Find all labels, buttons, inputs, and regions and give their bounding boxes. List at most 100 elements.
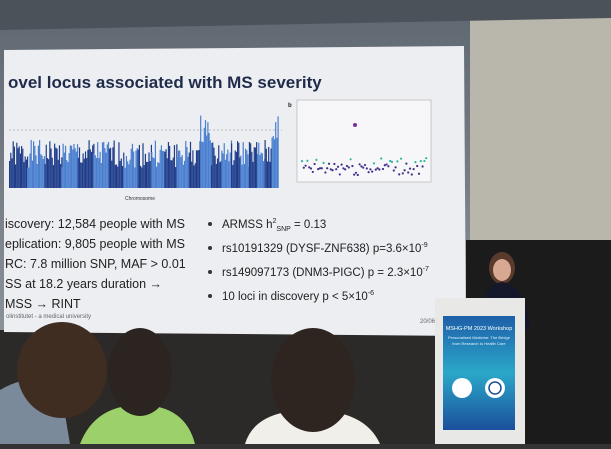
snp-column	[218, 145, 220, 188]
snp-column	[159, 149, 161, 188]
snp-column	[94, 155, 96, 188]
snp-column	[35, 155, 37, 188]
snp-point	[315, 158, 318, 161]
snp-column	[50, 148, 52, 188]
regional-plot	[296, 99, 432, 183]
snp-column	[30, 140, 32, 188]
snp-column	[276, 137, 278, 188]
snp-column	[69, 145, 71, 188]
snp-point	[349, 158, 352, 161]
snp-point	[385, 163, 388, 166]
snp-column	[197, 150, 199, 188]
snp-column	[146, 161, 148, 188]
snp-column	[214, 155, 216, 188]
snp-point	[309, 167, 313, 170]
snp-column	[158, 162, 160, 188]
snp-column	[194, 163, 196, 188]
snp-point	[417, 172, 421, 175]
snp-point	[318, 167, 322, 170]
snp-point	[354, 171, 358, 174]
snp-point	[306, 159, 309, 162]
snp-column	[111, 160, 113, 188]
bullet-text: MSS → RINT	[5, 297, 81, 311]
snp-point	[371, 170, 374, 173]
snp-column	[127, 161, 129, 188]
snp-column	[29, 153, 31, 188]
snp-point	[300, 160, 304, 163]
snp-point	[320, 167, 323, 170]
snp-column	[57, 159, 59, 188]
snp-column	[113, 140, 115, 188]
snp-column	[44, 163, 46, 188]
snp-column	[162, 150, 164, 188]
snp-column	[88, 140, 90, 188]
left-bullets: iscovery: 12,584 people with MS eplicatio…	[5, 217, 186, 311]
snp-point	[311, 170, 314, 174]
snp-column	[242, 142, 244, 188]
superscript: -6	[368, 290, 374, 297]
snp-column	[98, 158, 100, 188]
snp-point	[345, 164, 349, 168]
snp-column	[202, 142, 204, 188]
bullet-text: iscovery: 12,584 people with MS	[5, 217, 185, 231]
snp-column	[16, 142, 18, 188]
snp-column	[56, 148, 58, 188]
snp-point	[412, 167, 415, 171]
ceiling	[0, 0, 611, 30]
snp-column	[76, 144, 79, 188]
snp-column	[43, 156, 45, 188]
snp-column	[83, 158, 85, 188]
snp-column	[123, 160, 125, 188]
snp-column	[169, 145, 171, 188]
snp-point	[399, 157, 403, 160]
snp-column	[258, 142, 260, 188]
snp-column	[19, 153, 21, 188]
snp-column	[154, 140, 156, 188]
snp-column	[63, 152, 65, 188]
snp-point	[381, 167, 385, 171]
bullet-text: ARMSS h2SNP = 0.13	[222, 218, 326, 233]
snp-point	[336, 165, 340, 168]
bullet-part: ARMSS h	[222, 219, 273, 231]
snp-column	[34, 145, 36, 188]
snp-column	[72, 149, 74, 188]
snp-column	[119, 160, 121, 188]
audience-head	[271, 328, 355, 432]
snp-point	[408, 167, 412, 170]
snp-column	[48, 159, 50, 188]
snp-point	[378, 168, 381, 171]
snp-column	[173, 145, 176, 188]
snp-point	[387, 165, 390, 168]
snp-column	[86, 157, 88, 188]
snp-column	[171, 160, 173, 188]
snp-column	[125, 156, 128, 188]
snp-column	[40, 154, 42, 188]
snp-column	[100, 162, 102, 188]
snp-column	[27, 167, 29, 188]
snp-column	[226, 154, 228, 188]
snp-point	[329, 168, 332, 171]
podium-text: MSHG-PM 2023 Workshop	[446, 326, 513, 332]
axis-label: Chromosome	[125, 196, 155, 202]
snp-column	[109, 147, 112, 188]
snp-column	[181, 155, 183, 188]
audience-head	[17, 322, 107, 418]
snp-column	[45, 144, 47, 188]
snp-column	[68, 153, 70, 188]
snp-column	[167, 142, 170, 188]
snp-column	[106, 144, 108, 188]
lead-snp	[353, 123, 357, 127]
snp-column	[193, 165, 195, 188]
snp-column	[185, 140, 187, 188]
snp-column	[206, 135, 208, 188]
audience-shirt	[80, 405, 195, 444]
snp-column	[235, 151, 237, 188]
snp-column	[75, 151, 77, 188]
snp-column	[87, 149, 89, 188]
snp-column	[28, 167, 30, 188]
snp-column	[166, 158, 168, 188]
bullet-dot	[208, 294, 212, 298]
snp-column	[13, 146, 15, 188]
snp-column	[11, 158, 13, 188]
